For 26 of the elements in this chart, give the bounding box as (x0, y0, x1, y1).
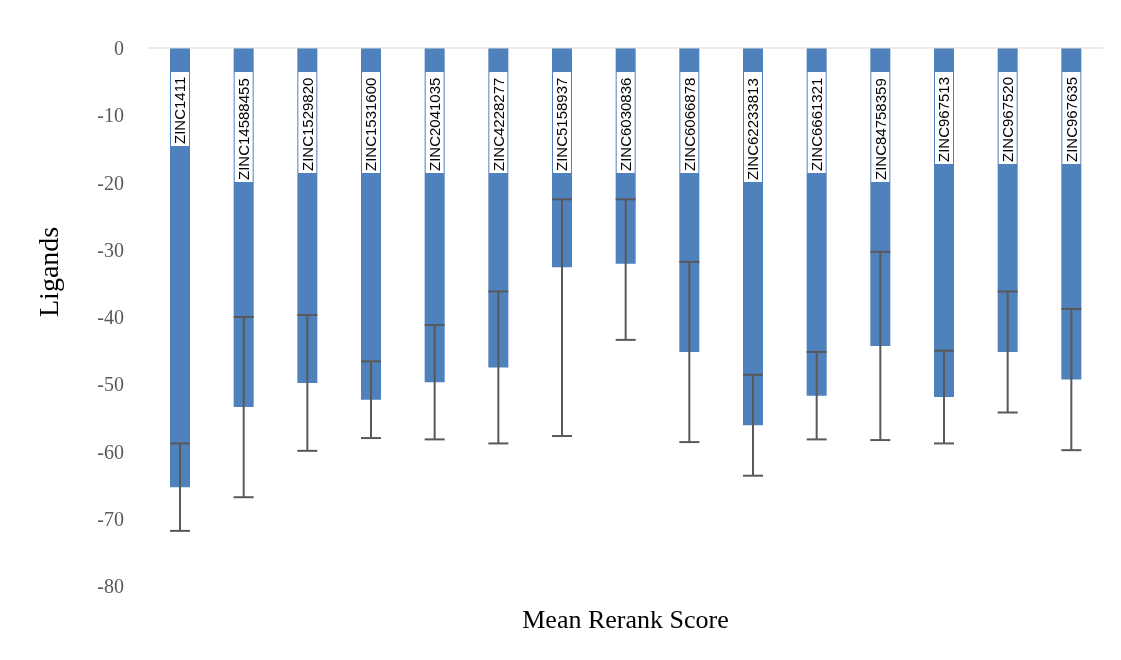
x-tick-label: ZINC84758359 (871, 78, 889, 180)
x-tick-label: ZINC967635 (1062, 76, 1080, 162)
y-axis-title: Ligands (32, 226, 64, 317)
x-tick-label: ZINC1531600 (362, 77, 380, 171)
y-tick-label: -60 (97, 440, 124, 463)
x-tick-label: ZINC6661321 (808, 77, 826, 171)
y-tick-label: 0 (114, 37, 124, 60)
x-tick-label: ZINC6066878 (680, 77, 698, 171)
x-tick-label: ZINC4228277 (489, 77, 507, 171)
y-tick-label: -10 (97, 104, 124, 127)
x-tick-label: ZINC14588455 (235, 78, 253, 180)
x-tick-label: ZINC1529820 (298, 77, 316, 171)
x-tick-label: ZINC5158937 (553, 77, 571, 171)
x-tick-label: ZINC1411 (171, 76, 189, 144)
y-tick-label: -80 (97, 575, 124, 598)
x-tick-label: ZINC62233813 (744, 78, 762, 180)
x-tick-label: ZINC6030836 (617, 77, 635, 171)
y-tick-label: -50 (97, 373, 124, 396)
y-tick-label: -30 (97, 238, 124, 261)
x-tick-label: ZINC967513 (935, 76, 953, 162)
y-tick-label: -40 (97, 306, 124, 329)
x-axis-title: Mean Rerank Score (522, 605, 729, 634)
x-tick-label: ZINC2041035 (426, 77, 444, 171)
x-tick-label: ZINC967520 (999, 76, 1017, 162)
y-tick-label: -70 (97, 507, 124, 530)
y-tick-label: -20 (97, 171, 124, 194)
